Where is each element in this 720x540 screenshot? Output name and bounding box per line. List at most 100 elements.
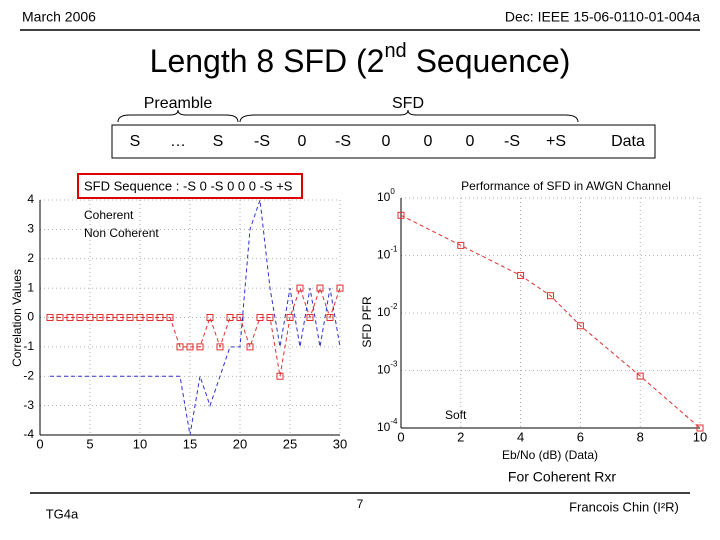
sfd-label: SFD [392, 95, 424, 112]
y-tick-label: 1 [27, 280, 34, 294]
marker [116, 314, 124, 321]
marker [96, 314, 104, 321]
slide-title: Length 8 SFD (2nd Sequence) [150, 40, 571, 79]
tick-exp: -1 [390, 245, 398, 254]
series-line [400, 214, 701, 429]
y-tick-label: -4 [23, 427, 34, 441]
series-line [50, 286, 341, 377]
brace [239, 109, 579, 123]
page-number: 7 [357, 497, 364, 511]
x-axis-label: Eb/No (dB) (Data) [502, 448, 598, 462]
tick-base: 10 [377, 248, 391, 262]
y-axis-label: SFD PFR [360, 296, 374, 348]
title-a: Length 8 SFD (2 [150, 43, 385, 79]
frame-cell: -S [504, 133, 520, 150]
marker [276, 372, 284, 380]
marker [286, 314, 294, 321]
marker [326, 314, 334, 321]
marker [56, 314, 64, 321]
tick-base: 10 [377, 190, 391, 204]
legend-entry: Soft [445, 408, 467, 422]
marker [136, 314, 144, 321]
footer-right: Francois Chin (I²R) [569, 499, 679, 514]
y-axis-label: Correlation Values [10, 269, 24, 367]
x-tick-label: 2 [457, 429, 464, 444]
marker [246, 343, 254, 351]
title-b: Sequence) [407, 43, 571, 79]
note: For Coherent Rxr [508, 469, 616, 485]
marker [256, 314, 264, 321]
tick-exp: -2 [390, 302, 398, 311]
marker [547, 292, 554, 300]
y-tick-label: 10-1 [377, 245, 398, 262]
x-tick-label: 10 [693, 429, 707, 444]
frame-box [111, 124, 656, 159]
x-tick-label: 6 [577, 429, 584, 444]
x-tick-label: 20 [233, 436, 247, 451]
x-tick-label: 10 [133, 436, 147, 451]
y-tick-label: 100 [377, 187, 395, 204]
marker [636, 372, 644, 380]
doc-id: Dec: IEEE 15-06-0110-01-004a [505, 9, 700, 25]
marker [306, 314, 314, 321]
y-tick-label: -2 [23, 368, 34, 382]
marker [176, 343, 184, 351]
frame-cell: Data [611, 133, 645, 150]
x-tick-label: 25 [283, 436, 297, 451]
x-tick-label: 30 [333, 436, 347, 451]
frame-cell: … [170, 133, 186, 150]
frame-cell: 0 [424, 133, 433, 150]
frame-cell: +S [546, 133, 566, 150]
tick-exp: -3 [390, 360, 398, 369]
marker [196, 343, 204, 351]
y-tick-label: 0 [27, 310, 34, 324]
tick-base: 10 [377, 363, 391, 377]
frame-cell: S [213, 133, 224, 150]
marker [266, 314, 274, 321]
frame-cell: S [130, 133, 141, 150]
y-tick-label: -3 [23, 398, 34, 412]
tick-base: 10 [377, 420, 391, 434]
callout: SFD Sequence : -S 0 -S 0 0 0 -S +S [84, 178, 293, 193]
date: March 2006 [22, 9, 96, 25]
marker [226, 314, 234, 321]
tick-exp: 0 [390, 187, 395, 196]
marker [86, 314, 94, 321]
y-tick-label: 3 [27, 222, 34, 236]
legend-entry: Coherent [84, 208, 134, 222]
marker [216, 343, 224, 351]
legend-entry: Non Coherent [84, 226, 159, 240]
x-tick-label: 15 [183, 436, 197, 451]
x-tick-label: 0 [36, 436, 43, 451]
frame-cell: -S [254, 133, 270, 150]
marker [517, 271, 525, 279]
preamble-label: Preamble [144, 95, 213, 112]
marker [696, 424, 704, 432]
x-tick-label: 8 [637, 429, 644, 444]
marker [457, 241, 465, 249]
tick-exp: -4 [390, 417, 398, 426]
marker [336, 284, 344, 292]
y-tick-label: 10-3 [377, 360, 398, 377]
marker [66, 314, 74, 321]
title-sup: nd [384, 40, 406, 62]
y-tick-label: -1 [23, 339, 34, 353]
marker [76, 314, 84, 321]
y-tick-label: 2 [27, 251, 34, 265]
footer-left: TG4a [46, 506, 79, 521]
frame-cell: -S [335, 133, 351, 150]
marker [166, 314, 174, 321]
marker [576, 322, 584, 330]
y-tick-label: 10-4 [377, 417, 398, 434]
marker [126, 314, 134, 321]
marker [106, 314, 114, 321]
marker [46, 314, 54, 321]
chart-title: Performance of SFD in AWGN Channel [461, 179, 671, 193]
marker [146, 314, 154, 321]
marker [316, 284, 324, 292]
y-tick-label: 10-2 [377, 302, 398, 319]
marker [186, 343, 194, 351]
y-tick-label: 4 [27, 192, 34, 206]
brace [117, 109, 239, 123]
